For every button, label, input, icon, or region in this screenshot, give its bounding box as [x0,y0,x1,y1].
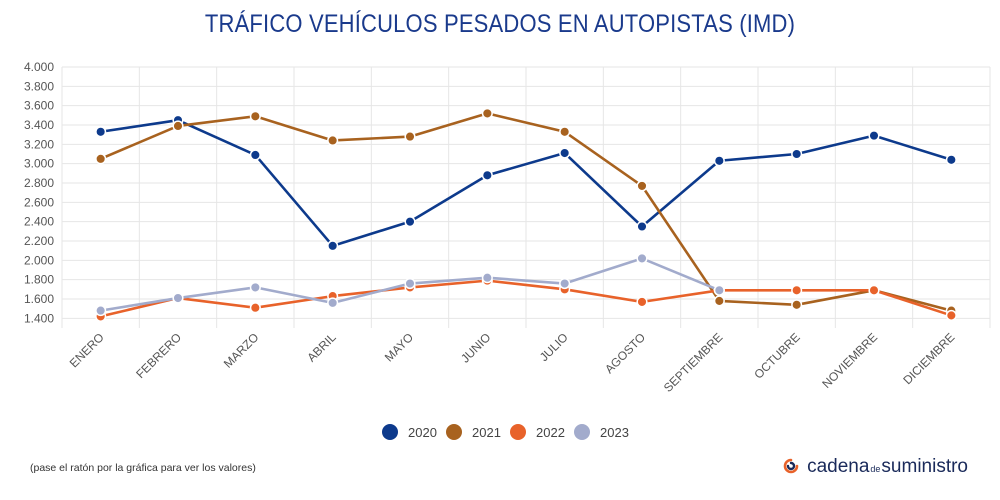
legend-marker-2020[interactable] [382,424,398,440]
x-tick-label: SEPTIEMBRE [661,330,726,395]
data-point-2021[interactable] [636,180,648,192]
brand-name-small: de [870,464,881,474]
y-tick-label: 2.400 [24,215,54,229]
x-tick-label: NOVIEMBRE [819,330,880,391]
data-point-2021[interactable] [481,107,493,119]
data-point-2023[interactable] [559,277,571,290]
y-tick-label: 1.600 [24,292,54,306]
y-tick-label: 2.200 [24,234,54,248]
legend-label-2022[interactable]: 2022 [536,425,565,440]
y-tick-label: 1.400 [24,311,54,325]
y-tick-label: 3.000 [24,157,54,171]
data-point-2021[interactable] [404,131,416,143]
x-tick-label: AGOSTO [602,330,648,376]
legend-label-2020[interactable]: 2020 [408,425,437,440]
y-tick-label: 3.200 [24,137,54,151]
legend: 2020 2021 2022 2023 [382,424,629,440]
data-point-2021[interactable] [713,295,725,307]
data-point-2023[interactable] [713,284,725,296]
x-tick-label: DICIEMBRE [900,330,957,387]
legend-marker-2022[interactable] [510,424,526,440]
data-point-2022[interactable] [868,284,880,296]
y-tick-label: 1.800 [24,273,54,287]
data-point-2023[interactable] [249,281,261,293]
y-tick-label: 3.600 [24,99,54,113]
series-line-2020[interactable] [100,118,952,248]
data-point-2020[interactable] [868,130,880,142]
data-point-2023[interactable] [172,292,184,304]
data-point-2023[interactable] [95,305,107,317]
hover-note: (pase el ratón por la gráfica para ver l… [30,462,256,474]
data-point-2020[interactable] [636,220,648,233]
brand-logo: cadena de suministro [783,456,968,478]
data-point-2023[interactable] [481,272,493,284]
data-point-2022[interactable] [249,302,261,314]
data-point-2022[interactable] [791,284,803,296]
x-tick-label: ENERO [67,330,107,370]
data-point-2020[interactable] [559,147,571,159]
brand-name-part1: cadena [807,456,870,477]
x-tick-label: JUNIO [458,330,493,365]
x-tick-label: ABRIL [304,330,339,365]
data-point-2020[interactable] [945,154,957,166]
x-tick-label: OCTUBRE [751,330,802,381]
x-tick-label: JULIO [537,330,571,364]
data-point-2022[interactable] [636,296,648,308]
y-tick-label: 2.600 [24,195,54,209]
series-points [95,107,957,322]
data-point-2020[interactable] [249,149,261,161]
data-point-2021[interactable] [172,120,184,132]
legend-label-2021[interactable]: 2021 [472,425,501,440]
data-point-2023[interactable] [636,252,648,264]
data-point-2023[interactable] [404,277,416,290]
data-point-2021[interactable] [559,126,571,138]
data-point-2022[interactable] [945,309,957,321]
chart-title: TRÁFICO VEHÍCULOS PESADOS EN AUTOPISTAS … [204,10,796,38]
y-tick-label: 2.800 [24,176,54,190]
y-tick-label: 3.800 [24,79,54,93]
data-point-2021[interactable] [249,110,261,122]
series-line-2022[interactable] [100,279,952,318]
x-tick-label: FEBRERO [133,330,184,381]
x-axis: ENERO FEBRERO MARZO ABRIL MAYO JUNIO JULIO AGOS… [67,330,958,395]
data-point-2020[interactable] [95,126,107,138]
data-point-2021[interactable] [95,153,107,165]
brand-name-part2: suministro [881,456,968,477]
legend-label-2023[interactable]: 2023 [600,425,629,440]
grid [61,66,991,328]
data-point-2020[interactable] [404,216,416,228]
legend-marker-2023[interactable] [574,424,590,440]
data-point-2021[interactable] [791,299,803,311]
x-tick-label: MARZO [221,330,262,371]
data-point-2020[interactable] [791,148,803,160]
data-point-2020[interactable] [327,240,339,252]
series-line-2021[interactable] [100,112,952,312]
y-tick-label: 4.000 [24,60,54,74]
data-point-2020[interactable] [481,169,493,181]
y-tick-label: 2.000 [24,253,54,267]
x-tick-label: MAYO [382,330,416,364]
data-point-2023[interactable] [327,297,339,309]
chain-icon [783,458,799,474]
data-point-2021[interactable] [327,134,339,147]
y-axis: 4.000 3.800 3.600 3.400 3.200 3.000 2.800 2.600… [24,60,54,325]
y-tick-label: 3.400 [24,118,54,132]
legend-marker-2021[interactable] [446,424,462,440]
data-point-2020[interactable] [713,155,725,167]
